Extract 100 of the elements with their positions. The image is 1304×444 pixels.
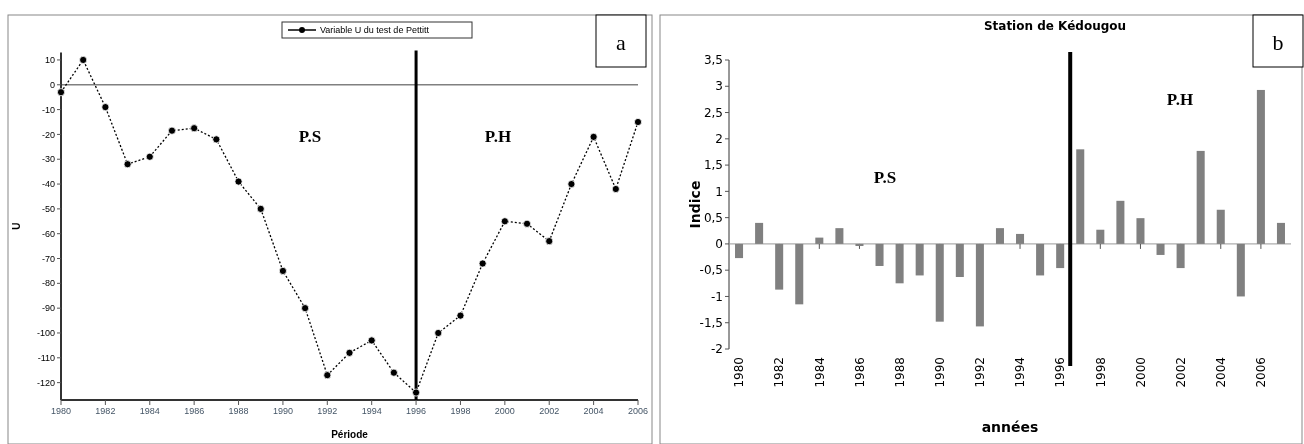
y-axis-title: Indice	[687, 180, 703, 229]
bar	[855, 243, 864, 247]
point	[545, 237, 554, 246]
x-tick-label: 2002	[539, 406, 560, 416]
y-tick-label: -80	[41, 278, 55, 289]
point	[301, 304, 310, 313]
x-tick-label: 1994	[361, 406, 382, 416]
point	[278, 266, 287, 275]
bar	[1216, 209, 1225, 244]
bar	[1016, 233, 1025, 244]
x-tick-label: 1992	[973, 357, 988, 388]
bar	[775, 243, 784, 290]
point	[567, 180, 576, 189]
point	[634, 118, 642, 126]
y-tick-label: -30	[41, 154, 55, 165]
y-tick-label: -10	[41, 104, 55, 115]
point	[434, 328, 443, 337]
point	[167, 126, 176, 135]
point	[500, 217, 509, 226]
bar	[1176, 243, 1185, 269]
y-tick-label: -120	[36, 377, 55, 388]
bar	[1076, 149, 1085, 244]
x-tick-label: 1986	[852, 357, 867, 388]
bar	[1236, 243, 1245, 297]
y-tick-label: -60	[41, 228, 55, 239]
x-tick-label: 1988	[892, 357, 907, 388]
point	[456, 311, 465, 320]
y-tick-label: -0,5	[699, 263, 723, 278]
y-tick-label: -90	[41, 303, 55, 314]
y-tick-label: 3	[715, 79, 723, 94]
x-tick-label: 1984	[139, 406, 160, 416]
x-tick-label: 2000	[494, 406, 515, 416]
x-tick-label: 1992	[317, 406, 338, 416]
x-tick-label: 2004	[1213, 357, 1228, 388]
bar	[1096, 229, 1105, 244]
bar	[795, 243, 804, 305]
bar	[1056, 243, 1065, 269]
point	[212, 135, 221, 144]
bar	[835, 228, 844, 244]
x-axis-title: années	[981, 419, 1039, 435]
x-tick-label: 1988	[228, 406, 249, 416]
point	[256, 204, 265, 213]
y-tick-label: 2,5	[703, 105, 723, 120]
y-tick-label: -110	[37, 352, 55, 363]
point	[523, 219, 532, 228]
x-tick-label: 2004	[583, 406, 604, 416]
bar	[1036, 243, 1045, 276]
x-tick-label: 2006	[627, 406, 649, 416]
annotation: P.S	[298, 127, 322, 146]
y-tick-label: 3,5	[703, 53, 723, 68]
y-tick-label: -1,5	[699, 315, 723, 330]
y-tick-label: 1,5	[703, 158, 723, 173]
point	[478, 259, 487, 268]
point	[145, 152, 154, 161]
point	[101, 103, 110, 112]
bar	[935, 243, 944, 322]
point	[412, 388, 421, 397]
legend-label: Variable U du test de Pettitt	[320, 25, 430, 36]
point	[234, 177, 243, 186]
point	[389, 368, 398, 377]
text: b	[1272, 30, 1284, 55]
point	[367, 336, 376, 345]
point	[123, 160, 132, 169]
bar	[1156, 243, 1165, 255]
annotation: P.S	[873, 168, 897, 187]
x-tick-label: 2006	[1254, 357, 1269, 388]
x-tick-label: 1982	[95, 406, 116, 416]
x-tick-label: 1998	[450, 406, 471, 416]
point	[589, 132, 598, 141]
bar	[815, 237, 824, 244]
x-axis-title: Période	[331, 429, 369, 440]
annotation: P.H	[484, 127, 512, 146]
y-tick-label: 1	[715, 184, 723, 199]
y-tick-label: -1	[711, 289, 723, 304]
x-tick-label: 1990	[932, 357, 947, 388]
x-tick-label: 1998	[1093, 357, 1108, 388]
x-tick-label: 1990	[272, 406, 293, 416]
y-tick-label: 0	[49, 79, 55, 90]
bar	[995, 228, 1004, 244]
bar	[895, 243, 904, 284]
bar	[955, 243, 964, 278]
point	[190, 124, 199, 133]
y-tick-label: 0,5	[703, 210, 723, 225]
x-tick-label: 1984	[812, 357, 827, 388]
bar	[1256, 89, 1265, 244]
x-tick-label: 1996	[1053, 357, 1068, 388]
bar	[1116, 200, 1125, 244]
y-tick-label: -50	[41, 204, 55, 215]
x-tick-label: 1996	[406, 406, 427, 416]
point	[79, 55, 88, 64]
bar	[875, 243, 884, 266]
bar	[915, 243, 924, 276]
x-tick-label: 1980	[732, 357, 747, 388]
y-axis-title: U	[11, 222, 22, 230]
chart-title: Station de Kédougou	[983, 19, 1127, 33]
y-tick-label: -2	[711, 342, 723, 357]
point	[345, 348, 354, 357]
bar	[755, 222, 764, 244]
annotation: P.H	[1166, 90, 1194, 109]
x-tick-label: 1980	[50, 406, 72, 416]
